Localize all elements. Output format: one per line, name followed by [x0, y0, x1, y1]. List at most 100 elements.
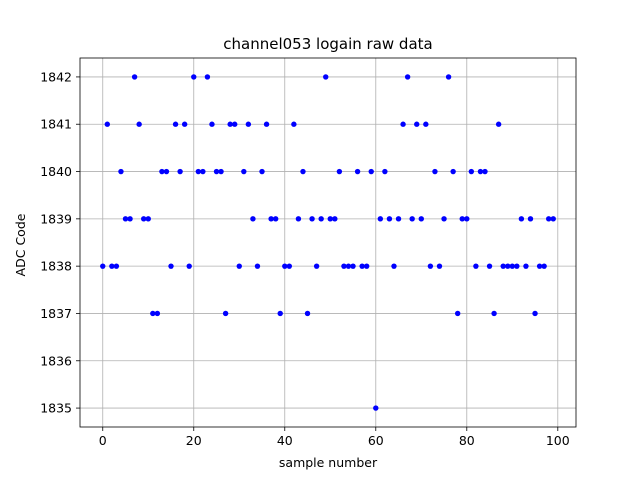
- ticks: 0 20 40 60 80 100 1835 1836 1837 1838 1839 1840 1841…: [40, 69, 570, 448]
- data-point: [454, 310, 461, 317]
- data-point: [168, 263, 174, 269]
- data-point: [545, 216, 552, 222]
- x-tick-label: 60: [368, 433, 384, 448]
- data-point: [113, 263, 120, 269]
- data-point: [163, 168, 170, 175]
- data-point: [336, 168, 343, 175]
- data-point: [222, 310, 229, 317]
- data-point: [482, 168, 488, 175]
- data-point: [313, 263, 320, 269]
- chart-title: channel053 logain raw data: [223, 35, 432, 53]
- data-point: [286, 263, 293, 269]
- data-point: [427, 263, 434, 269]
- data-point: [323, 74, 329, 80]
- y-tick-label: 1840: [40, 164, 72, 179]
- data-point: [282, 263, 288, 269]
- data-point: [354, 168, 361, 175]
- data-point: [118, 168, 124, 175]
- data-point: [459, 216, 465, 222]
- data-point: [245, 121, 252, 127]
- data-point: [509, 263, 515, 269]
- data-point: [204, 74, 211, 80]
- data-point: [368, 168, 374, 175]
- plot-frame: [79, 57, 577, 428]
- data-point: [514, 263, 520, 269]
- data-point: [468, 168, 475, 175]
- data-point: [464, 216, 470, 222]
- data-point: [218, 168, 224, 175]
- data-point: [209, 121, 215, 127]
- data-point: [200, 168, 206, 175]
- data-point: [436, 263, 443, 269]
- data-point: [409, 216, 415, 222]
- data-point: [341, 263, 347, 269]
- data-point: [232, 121, 238, 127]
- data-point: [495, 121, 502, 127]
- data-point: [263, 121, 270, 127]
- data-point: [150, 310, 156, 317]
- data-point: [309, 216, 315, 222]
- data-point: [527, 216, 534, 222]
- data-point: [432, 168, 438, 175]
- data-point: [127, 216, 133, 222]
- data-point: [213, 168, 220, 175]
- data-point: [100, 263, 106, 269]
- x-axis-label: sample number: [279, 455, 378, 470]
- x-tick-label: 0: [99, 433, 107, 448]
- data-point: [400, 121, 406, 127]
- data-point: [227, 121, 233, 127]
- data-point: [377, 216, 384, 222]
- data-point: [332, 216, 338, 222]
- data-point: [491, 310, 497, 317]
- data-point: [154, 310, 161, 317]
- data-point: [423, 121, 429, 127]
- data-point: [386, 216, 393, 222]
- y-tick-label: 1842: [40, 69, 72, 84]
- data-point: [345, 263, 352, 269]
- data-point: [318, 216, 324, 222]
- data-point: [177, 168, 183, 175]
- data-point: [473, 263, 479, 269]
- data-point: [122, 216, 129, 222]
- data-point: [141, 216, 147, 222]
- data-point: [195, 168, 202, 175]
- data-point: [254, 263, 261, 269]
- x-tick-label: 80: [459, 433, 475, 448]
- data-point: [536, 263, 543, 269]
- x-tick-label: 20: [186, 433, 202, 448]
- data-point: [441, 216, 447, 222]
- data-point: [395, 216, 402, 222]
- data-point: [145, 216, 151, 222]
- data-point: [236, 263, 242, 269]
- data-point: [304, 310, 311, 317]
- data-point: [300, 168, 306, 175]
- data-point: [550, 216, 556, 222]
- data-point: [363, 263, 370, 269]
- data-point: [505, 263, 511, 269]
- data-point: [445, 74, 452, 80]
- data-point: [450, 168, 456, 175]
- y-tick-label: 1835: [40, 401, 72, 416]
- y-tick-label: 1836: [40, 353, 72, 368]
- y-axis-label: ADC Code: [13, 213, 28, 276]
- data-point: [500, 263, 506, 269]
- data-point: [181, 121, 188, 127]
- data-point: [259, 168, 265, 175]
- data-points: [100, 74, 556, 411]
- y-tick-label: 1841: [40, 117, 72, 132]
- data-point: [486, 263, 493, 269]
- data-point: [373, 405, 379, 411]
- data-point: [131, 74, 138, 80]
- data-point: [414, 121, 420, 127]
- data-point: [418, 216, 424, 222]
- y-tick-label: 1839: [40, 211, 72, 226]
- data-point: [104, 121, 111, 127]
- data-point: [523, 263, 529, 269]
- x-tick-label: 40: [277, 433, 293, 448]
- data-point: [327, 216, 333, 222]
- data-point: [172, 121, 179, 127]
- data-point: [382, 168, 388, 175]
- data-point: [159, 168, 165, 175]
